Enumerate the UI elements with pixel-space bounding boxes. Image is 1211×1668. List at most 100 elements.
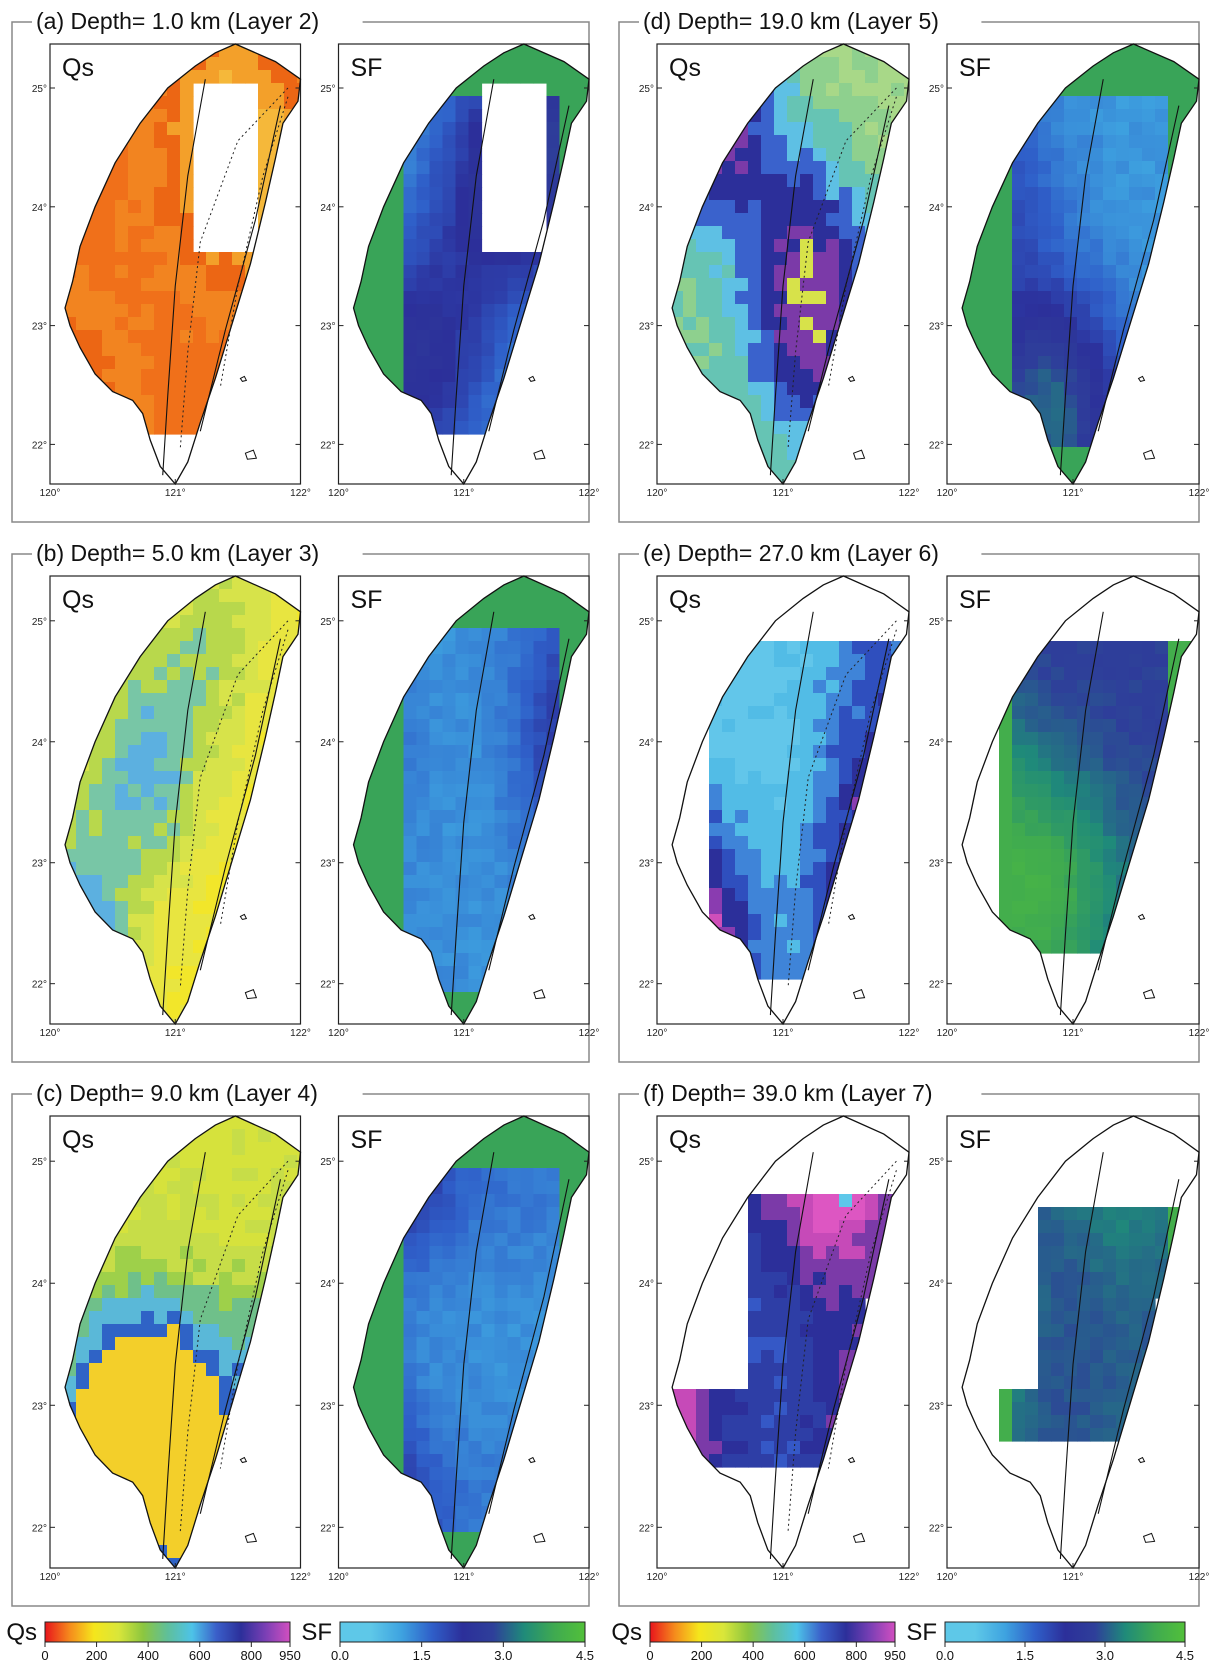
lon-tick-label: 120° <box>40 1028 61 1039</box>
sf-island <box>1137 913 1146 921</box>
sf-island <box>1137 1456 1146 1464</box>
lon-tick-label: 120° <box>328 1572 349 1583</box>
sf-island <box>1142 988 1156 1000</box>
lat-tick-label: 24° <box>929 1279 944 1290</box>
qs-fault-line <box>162 611 206 1016</box>
colorbar-ramp <box>44 1621 291 1643</box>
lat-tick-label: 24° <box>32 1279 47 1290</box>
sf-fault-line <box>450 79 495 476</box>
lat-tick-label: 22° <box>639 440 654 451</box>
qs-island <box>244 449 258 460</box>
lat-tick-label: 23° <box>929 1401 944 1412</box>
sf-fault-line <box>1097 105 1180 432</box>
lon-tick-label: 122° <box>899 1572 920 1583</box>
lon-tick-label: 121° <box>1063 1028 1084 1039</box>
lat-tick-label: 23° <box>320 859 335 870</box>
lon-tick-label: 120° <box>937 488 958 499</box>
lat-tick-label: 22° <box>929 980 944 991</box>
lat-tick-label: 25° <box>32 84 47 95</box>
sf-fault-line <box>1059 611 1104 1016</box>
lon-tick-label: 120° <box>937 1572 958 1583</box>
lat-tick-label: 23° <box>639 1401 654 1412</box>
lon-tick-label: 121° <box>773 1572 794 1583</box>
sf-island <box>533 1532 546 1543</box>
qs-fault-line <box>769 1152 814 1559</box>
lon-tick-label: 121° <box>453 488 474 499</box>
lat-tick-label: 24° <box>320 738 335 749</box>
lat-tick-label: 23° <box>320 322 335 333</box>
lat-tick-label: 24° <box>639 1279 654 1290</box>
qs-dashed-boundary <box>219 629 289 926</box>
qs-map-label: Qs <box>669 1126 701 1154</box>
panel-title-bg <box>32 6 363 36</box>
lat-tick-label: 25° <box>320 84 335 95</box>
lon-tick-label: 122° <box>579 1572 600 1583</box>
colorbar-tick-label: 400 <box>137 1648 159 1663</box>
sf-island <box>528 375 536 382</box>
lat-tick-label: 22° <box>320 1523 335 1534</box>
lat-tick-label: 22° <box>929 1523 944 1534</box>
lat-tick-label: 25° <box>320 617 335 628</box>
qs-map-label: Qs <box>669 54 701 82</box>
qs-fault-line <box>199 638 281 971</box>
qs-fault-line <box>807 638 890 971</box>
lat-tick-label: 22° <box>320 980 335 991</box>
panel-title: (a) Depth= 1.0 km (Layer 2) <box>36 8 319 34</box>
colorbar-tick-label: 0 <box>646 1648 653 1663</box>
qs-island <box>244 988 258 1000</box>
sf-fault-line <box>1097 638 1180 971</box>
lat-tick-label: 22° <box>639 1523 654 1534</box>
lat-tick-label: 24° <box>320 203 335 214</box>
qs-dashed-boundary <box>787 1160 897 1532</box>
colorbar-tick-label: 0.0 <box>936 1648 954 1663</box>
qs-fault-line <box>807 1179 890 1514</box>
lat-tick-label: 25° <box>929 1157 944 1168</box>
lat-tick-label: 24° <box>32 738 47 749</box>
colorbar-tick-label: 0 <box>41 1648 48 1663</box>
lon-tick-label: 122° <box>1189 488 1210 499</box>
sf-island <box>528 913 536 921</box>
lat-tick-label: 23° <box>320 1401 335 1412</box>
lat-tick-label: 23° <box>929 322 944 333</box>
lon-tick-label: 122° <box>899 488 920 499</box>
lon-tick-label: 121° <box>165 1028 186 1039</box>
lon-tick-label: 121° <box>165 1572 186 1583</box>
lon-tick-label: 122° <box>579 488 600 499</box>
lat-tick-label: 25° <box>639 617 654 628</box>
lon-tick-label: 121° <box>1063 488 1084 499</box>
panel-e: (e) Depth= 27.0 km (Layer 6) 120° 121° 122°… <box>618 538 1209 1063</box>
lat-tick-label: 24° <box>32 203 47 214</box>
sf-coastline <box>352 1115 590 1570</box>
lat-tick-label: 25° <box>32 617 47 628</box>
sf-coastline <box>961 575 1200 1026</box>
lon-tick-label: 121° <box>453 1572 474 1583</box>
lat-tick-label: 23° <box>929 859 944 870</box>
sf-fault-line <box>488 638 570 971</box>
lon-tick-label: 120° <box>328 1028 349 1039</box>
lon-tick-label: 120° <box>328 488 349 499</box>
panel-a: (a) Depth= 1.0 km (Layer 2) 120° 121° 122° 2… <box>11 6 600 523</box>
qs-island <box>847 375 856 382</box>
panel-c: (c) Depth= 9.0 km (Layer 4) 120° 121° 122° 2… <box>11 1078 600 1607</box>
colorbar-tick-label: 400 <box>742 1648 764 1663</box>
sf-fault-line <box>450 1152 495 1559</box>
qs-fault-line <box>162 79 206 476</box>
lat-tick-label: 25° <box>639 84 654 95</box>
sf-island <box>533 988 546 1000</box>
lon-tick-label: 122° <box>290 488 311 499</box>
colorbar-tick-label: 3.0 <box>494 1648 512 1663</box>
colorbar-sf: SF 0.0 1.5 3.0 4.5 <box>906 1619 1194 1663</box>
colorbar-qs: Qs 0 200 400 600 800 950 <box>6 1619 301 1663</box>
panel-title-bg <box>639 1078 982 1108</box>
qs-coastline <box>64 1115 302 1570</box>
sf-fault-line <box>1097 1179 1180 1514</box>
qs-dashed-boundary <box>179 1160 289 1532</box>
colorbar-tick-label: 200 <box>691 1648 713 1663</box>
qs-coastline <box>671 43 910 486</box>
panel-title-bg <box>32 1078 363 1108</box>
panel-d: (d) Depth= 19.0 km (Layer 5) 120° 121° 122°… <box>618 6 1210 523</box>
panel-title-bg <box>639 538 982 568</box>
qs-island <box>239 1456 248 1464</box>
lon-tick-label: 122° <box>1189 1572 1210 1583</box>
sf-fault-line <box>1059 79 1104 476</box>
